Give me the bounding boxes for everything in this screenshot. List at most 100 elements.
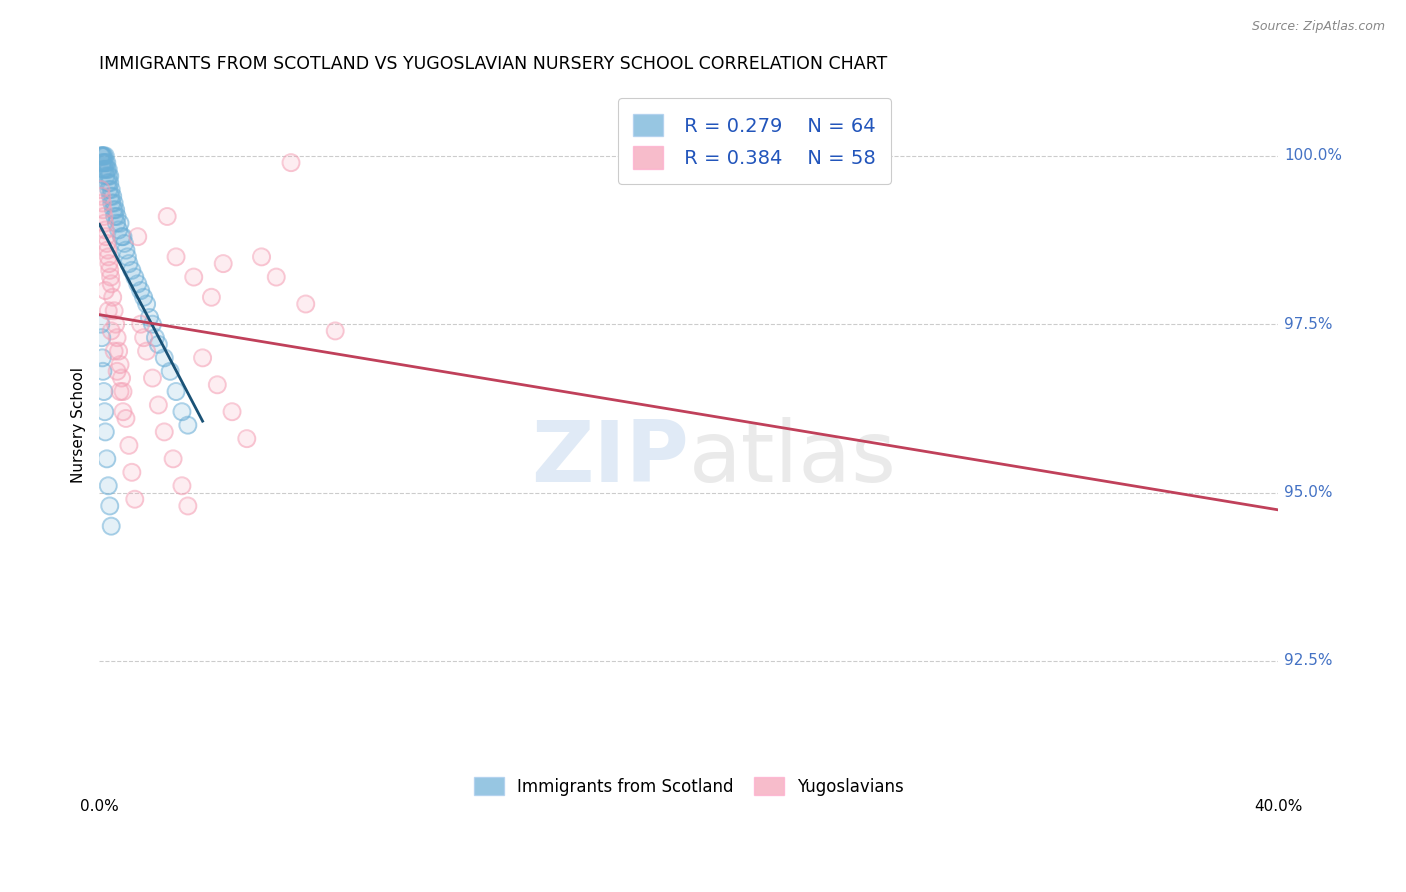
Point bbox=[101, 290, 124, 304]
Point bbox=[162, 451, 184, 466]
Point bbox=[100, 183, 122, 197]
Point bbox=[91, 196, 114, 211]
Point bbox=[212, 257, 235, 271]
Point bbox=[93, 155, 115, 169]
Point bbox=[90, 149, 112, 163]
Point bbox=[91, 351, 114, 365]
Point bbox=[135, 297, 157, 311]
Point bbox=[177, 418, 200, 433]
Text: Source: ZipAtlas.com: Source: ZipAtlas.com bbox=[1251, 20, 1385, 33]
Point bbox=[93, 210, 115, 224]
Point bbox=[159, 364, 181, 378]
Point bbox=[94, 284, 117, 298]
Point bbox=[91, 149, 114, 163]
Point bbox=[103, 344, 125, 359]
Point bbox=[129, 284, 152, 298]
Point bbox=[118, 257, 141, 271]
Point bbox=[105, 364, 128, 378]
Point bbox=[93, 155, 115, 169]
Point bbox=[94, 169, 117, 183]
Point bbox=[250, 250, 273, 264]
Point bbox=[101, 290, 124, 304]
Point bbox=[100, 519, 122, 533]
Point bbox=[91, 155, 114, 169]
Point bbox=[115, 243, 138, 257]
Point bbox=[103, 196, 125, 211]
Point bbox=[121, 465, 143, 479]
Point bbox=[156, 210, 179, 224]
Point bbox=[97, 243, 120, 257]
Point bbox=[121, 465, 143, 479]
Point bbox=[145, 331, 167, 345]
Text: 95.0%: 95.0% bbox=[1284, 485, 1333, 500]
Point bbox=[148, 398, 170, 412]
Point bbox=[165, 250, 187, 264]
Point bbox=[100, 324, 122, 338]
Point bbox=[221, 405, 243, 419]
Point bbox=[103, 303, 125, 318]
Point bbox=[98, 169, 121, 183]
Point bbox=[105, 216, 128, 230]
Point bbox=[165, 384, 187, 399]
Point bbox=[96, 236, 118, 251]
Text: 97.5%: 97.5% bbox=[1284, 317, 1333, 332]
Point bbox=[191, 351, 214, 365]
Point bbox=[124, 492, 146, 507]
Point bbox=[97, 303, 120, 318]
Point bbox=[91, 155, 114, 169]
Point bbox=[105, 210, 128, 224]
Y-axis label: Nursery School: Nursery School bbox=[72, 368, 86, 483]
Point bbox=[200, 290, 222, 304]
Point bbox=[108, 216, 131, 230]
Point bbox=[103, 202, 125, 217]
Point bbox=[105, 331, 128, 345]
Point bbox=[138, 310, 160, 325]
Point bbox=[93, 405, 115, 419]
Point bbox=[94, 169, 117, 183]
Point bbox=[96, 236, 118, 251]
Point bbox=[96, 162, 118, 177]
Point bbox=[114, 236, 136, 251]
Point bbox=[108, 358, 131, 372]
Point bbox=[117, 250, 139, 264]
Point bbox=[141, 371, 163, 385]
Point bbox=[97, 176, 120, 190]
Point bbox=[94, 155, 117, 169]
Point bbox=[94, 155, 117, 169]
Point bbox=[94, 229, 117, 244]
Point bbox=[107, 223, 129, 237]
Point bbox=[236, 432, 259, 446]
Point bbox=[96, 155, 118, 169]
Point bbox=[165, 250, 187, 264]
Point bbox=[170, 479, 193, 493]
Point bbox=[124, 492, 146, 507]
Point bbox=[103, 202, 125, 217]
Point bbox=[105, 216, 128, 230]
Point bbox=[97, 176, 120, 190]
Point bbox=[153, 351, 176, 365]
Point bbox=[108, 384, 131, 399]
Point bbox=[111, 384, 134, 399]
Point bbox=[118, 438, 141, 452]
Point bbox=[280, 155, 302, 169]
Point bbox=[108, 216, 131, 230]
Point bbox=[97, 162, 120, 177]
Point bbox=[100, 270, 122, 285]
Point bbox=[162, 451, 184, 466]
Point bbox=[177, 499, 200, 513]
Point bbox=[97, 183, 120, 197]
Point bbox=[132, 290, 155, 304]
Point bbox=[100, 189, 122, 203]
Text: IMMIGRANTS FROM SCOTLAND VS YUGOSLAVIAN NURSERY SCHOOL CORRELATION CHART: IMMIGRANTS FROM SCOTLAND VS YUGOSLAVIAN … bbox=[100, 55, 887, 73]
Point bbox=[90, 183, 112, 197]
Point bbox=[91, 364, 114, 378]
Point bbox=[93, 405, 115, 419]
Point bbox=[96, 155, 118, 169]
Point bbox=[97, 183, 120, 197]
Point bbox=[100, 189, 122, 203]
Point bbox=[141, 317, 163, 331]
Point bbox=[107, 223, 129, 237]
Point bbox=[91, 162, 114, 177]
Legend: Immigrants from Scotland, Yugoslavians: Immigrants from Scotland, Yugoslavians bbox=[465, 769, 912, 804]
Point bbox=[177, 499, 200, 513]
